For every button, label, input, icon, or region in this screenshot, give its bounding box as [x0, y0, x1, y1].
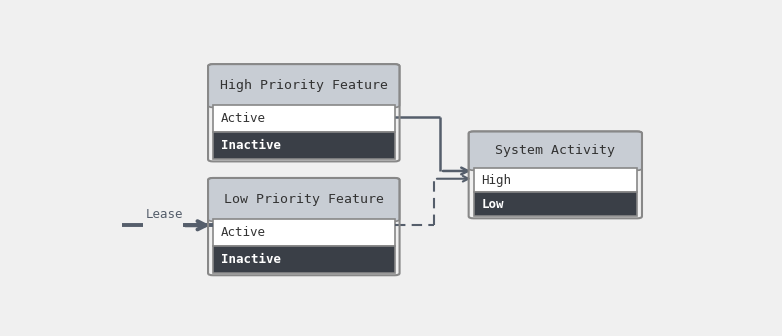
Text: Low: Low	[482, 198, 504, 211]
Text: Inactive: Inactive	[221, 139, 281, 152]
Text: System Activity: System Activity	[495, 144, 615, 157]
Bar	[474, 192, 637, 216]
FancyBboxPatch shape	[468, 131, 642, 170]
Bar	[213, 246, 395, 273]
Bar	[474, 168, 637, 192]
FancyBboxPatch shape	[208, 178, 400, 221]
Text: Inactive: Inactive	[221, 253, 281, 266]
Text: High Priority Feature: High Priority Feature	[220, 79, 388, 92]
FancyBboxPatch shape	[208, 64, 400, 108]
Bar	[213, 105, 395, 132]
Text: Lease: Lease	[146, 208, 184, 221]
Bar	[213, 219, 395, 246]
Bar	[213, 132, 395, 159]
Text: Low Priority Feature: Low Priority Feature	[224, 193, 384, 206]
Text: High: High	[482, 174, 511, 187]
Text: Active: Active	[221, 226, 266, 239]
Text: Active: Active	[221, 112, 266, 125]
